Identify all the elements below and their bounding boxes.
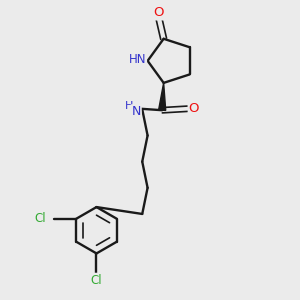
Text: O: O [153,6,164,20]
Text: Cl: Cl [34,212,46,225]
Text: H: H [125,101,133,111]
Text: N: N [131,105,141,118]
Polygon shape [159,83,166,110]
Text: Cl: Cl [91,274,102,287]
Text: HN: HN [129,53,146,66]
Text: O: O [189,102,199,115]
